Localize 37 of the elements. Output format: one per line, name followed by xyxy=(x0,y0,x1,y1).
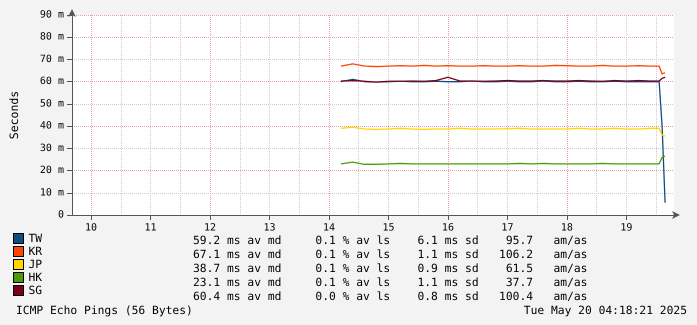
y-tick-label: 10 m xyxy=(40,187,64,198)
x-tick-label: 19 xyxy=(620,222,632,234)
y-tick-label: 50 m xyxy=(40,98,64,110)
text: ICMP Echo Pings (56 Bytes) xyxy=(16,304,193,318)
x-tick-label: 14 xyxy=(322,222,336,234)
x-tick-label: 10 xyxy=(85,222,98,234)
line-series xyxy=(340,63,666,75)
legend-label: HK xyxy=(28,271,42,284)
y-tick-label: 0 xyxy=(58,210,64,220)
text: 67.1 ms av md 0.1 % av ls 1.1 ms sd 106.2 am/as xyxy=(193,248,588,262)
y-tick-label: 30 m xyxy=(40,142,64,154)
legend-label: KR xyxy=(28,245,42,258)
y-tick-label: 80 m xyxy=(40,32,64,43)
text: 59.2 ms av md 0.1 % av ls 6.1 ms sd 95.7 am/as xyxy=(193,234,588,248)
legend-label: JP xyxy=(28,258,42,271)
x-tick-label: 12 xyxy=(204,222,216,234)
y-tick-label: 90 m xyxy=(40,10,64,20)
y-tick-label: 70 m xyxy=(40,54,64,65)
x-tick-label: 16 xyxy=(442,222,454,234)
line-series xyxy=(340,126,666,137)
y-tick-label: 40 m xyxy=(40,120,64,132)
text: Tue May 20 04:18:21 2025 xyxy=(524,304,687,318)
y-tick-label: 20 m xyxy=(40,165,64,176)
x-tick-label: 11 xyxy=(144,222,157,234)
x-tick-label: 15 xyxy=(382,222,394,234)
line-series xyxy=(340,78,666,204)
legend-label: TW xyxy=(28,232,42,245)
text: 23.1 ms av md 0.1 % av ls 1.1 ms sd 37.7 am/as xyxy=(193,276,588,290)
x-tick-label: 13 xyxy=(263,222,276,234)
x-tick-label: 17 xyxy=(501,222,514,234)
x-tick-label: 18 xyxy=(560,222,573,234)
line-series xyxy=(340,155,666,165)
y-tick-label: 60 m xyxy=(40,76,64,88)
text: 60.4 ms av md 0.0 % av ls 0.8 ms sd 100.4 am/as xyxy=(193,290,588,304)
text: 38.7 ms av md 0.1 % av ls 0.9 ms sd 61.5 am/as xyxy=(193,262,588,276)
y-axis-title: Seconds xyxy=(7,90,21,140)
legend-label: SG xyxy=(28,284,42,297)
